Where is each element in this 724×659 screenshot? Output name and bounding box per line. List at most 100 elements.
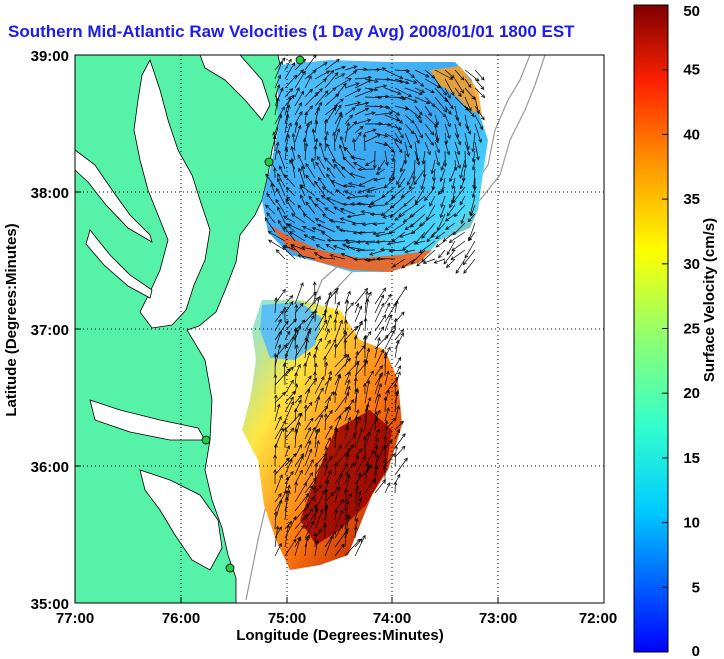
velocity-arrowhead (386, 302, 391, 307)
velocity-arrowhead (443, 108, 448, 113)
velocity-arrowhead (380, 349, 384, 354)
velocity-arrow (444, 96, 454, 109)
velocity-arrowhead (313, 377, 318, 382)
velocity-arrowhead (352, 138, 356, 143)
velocity-arrowhead (285, 476, 290, 481)
velocity-arrowhead (380, 294, 385, 299)
velocity-arrow (444, 87, 451, 99)
velocity-arrowhead (332, 245, 338, 249)
velocity-arrowhead (300, 90, 304, 95)
velocity-arrowhead (384, 226, 389, 231)
velocity-arrow (268, 239, 286, 251)
velocity-arrowhead (315, 539, 320, 544)
velocity-arrow (304, 111, 307, 125)
velocity-arrowhead (311, 128, 316, 133)
velocity-arrow (304, 521, 315, 539)
velocity-arrow (266, 193, 276, 206)
velocity-arrowhead (346, 474, 351, 479)
velocity-arrowhead (280, 310, 284, 315)
velocity-arrowhead (305, 338, 309, 343)
velocity-arrow (394, 78, 409, 84)
velocity-arrowhead (332, 530, 337, 536)
velocity-arrow (314, 70, 330, 80)
velocity-arrow (304, 143, 307, 161)
velocity-arrow (444, 132, 448, 144)
velocity-arrowhead (430, 89, 435, 94)
velocity-arrow (357, 203, 376, 206)
velocity-arrowhead (345, 528, 349, 533)
velocity-arrowhead (358, 305, 363, 310)
velocity-arrow (294, 482, 297, 494)
velocity-arrowhead (427, 150, 431, 156)
velocity-arrowhead (350, 302, 354, 307)
y-tick-label: 37:00 (31, 322, 69, 339)
velocity-arrow (276, 188, 286, 206)
velocity-arrowhead (298, 111, 303, 116)
velocity-arrowhead (339, 135, 344, 141)
velocity-arrowhead (273, 454, 277, 459)
velocity-arrow (364, 418, 378, 440)
velocity-arrow (315, 162, 326, 179)
velocity-arrow (414, 78, 424, 87)
velocity-arrow (324, 72, 339, 89)
velocity-arrowhead (449, 177, 453, 183)
velocity-arrow (364, 407, 368, 431)
velocity-arrowhead (400, 332, 404, 337)
velocity-arrowhead (353, 65, 358, 70)
velocity-arrow (445, 213, 456, 222)
colorbar-tick-label: 50 (683, 3, 700, 20)
velocity-arrow (274, 344, 287, 359)
velocity-arrow (354, 535, 366, 557)
velocity-arrowhead (290, 400, 295, 406)
velocity-arrow (284, 318, 297, 332)
velocity-arrowhead (275, 187, 280, 192)
velocity-arrowhead (375, 171, 380, 175)
rappahannock-river (85, 229, 153, 299)
velocity-arrowhead (396, 473, 401, 478)
velocity-arrowhead (326, 328, 330, 333)
velocity-arrowhead (284, 320, 289, 325)
velocity-arrowhead (384, 419, 389, 424)
velocity-arrow (304, 55, 317, 71)
velocity-arrow (463, 168, 466, 182)
velocity-arrow (333, 132, 336, 152)
velocity-arrow (274, 61, 283, 80)
velocity-arrow (297, 204, 306, 215)
velocity-arrowhead (422, 260, 427, 264)
velocity-arrow (354, 491, 361, 512)
velocity-arrowhead (375, 453, 380, 458)
velocity-arrowhead (471, 95, 476, 100)
velocity-arrowhead (447, 123, 451, 128)
velocity-arrow (394, 365, 401, 377)
velocity-arrow (424, 69, 435, 79)
velocity-arrowhead (286, 523, 290, 529)
velocity-arrowhead (309, 508, 314, 513)
velocity-arrow (376, 168, 386, 175)
velocity-arrow (472, 150, 476, 162)
velocity-arrowhead (310, 235, 315, 240)
velocity-arrowhead (332, 338, 337, 344)
velocity-arrowhead (372, 128, 377, 133)
velocity-arrow (314, 457, 327, 476)
velocity-arrowhead (462, 261, 467, 266)
velocity-arrowhead (481, 94, 486, 99)
velocity-arrow (314, 338, 322, 350)
velocity-arrow (394, 446, 406, 458)
velocity-arrow (364, 291, 368, 314)
velocity-arrow (434, 96, 447, 113)
x-tick-label: 77:00 (56, 610, 94, 627)
velocity-arrowhead (298, 167, 302, 172)
velocity-arrowhead (384, 133, 389, 138)
velocity-arrowhead (279, 87, 284, 92)
velocity-arrow (461, 213, 466, 224)
velocity-arrowhead (335, 93, 340, 98)
velocity-arrowhead (280, 427, 284, 432)
velocity-arrowhead (357, 167, 362, 172)
velocity-arrow (384, 330, 395, 350)
potomac-river (75, 149, 153, 243)
velocity-arrow (314, 312, 326, 332)
velocity-arrow (314, 387, 324, 404)
velocity-arrow (274, 344, 281, 368)
velocity-arrow (314, 509, 324, 530)
velocity-arrowhead (326, 197, 331, 201)
